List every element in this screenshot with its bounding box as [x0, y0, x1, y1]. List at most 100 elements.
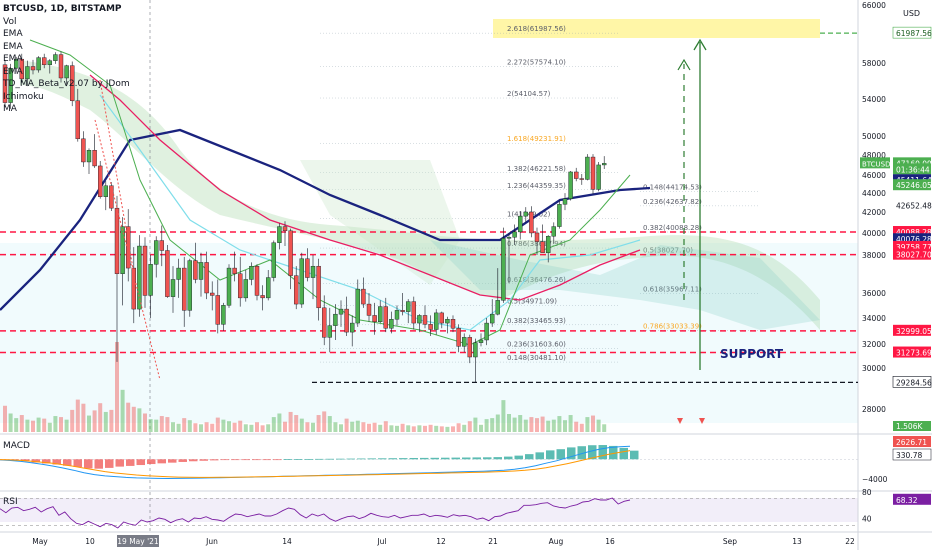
candle-body [322, 307, 327, 338]
indicator-ema-2[interactable]: EMA [3, 41, 23, 52]
time-tick: Aug [549, 537, 564, 546]
fib-label: 0.618(36476.26) [507, 276, 566, 284]
ema-50-line [89, 74, 641, 301]
candle-body [226, 267, 232, 306]
indicator-ema-1[interactable]: EMA [3, 29, 23, 39]
volume-bar [383, 421, 388, 432]
candle-body [125, 226, 131, 269]
volume-bar [372, 422, 377, 432]
macd-hist-bar [52, 459, 61, 465]
price-label-bg [893, 233, 931, 245]
fib-levels: 2.618(61987.56) 2.272(57574.10) 2(54104.57… [320, 25, 760, 363]
candle-body [467, 337, 472, 358]
volume-bar [31, 420, 35, 432]
volume-bar [299, 418, 304, 432]
macd-hist-bar [241, 459, 250, 461]
time-tick: 22 [845, 537, 855, 546]
indicator-vol[interactable]: Vol [3, 16, 17, 27]
macd-hist-bar [556, 449, 565, 460]
price-label-text: 31273.69 [896, 349, 932, 358]
price-tick: 46000 [862, 171, 886, 180]
volume-bar [535, 418, 539, 432]
volume-bar [400, 423, 405, 432]
candles [2, 51, 607, 383]
volume-bar [445, 426, 450, 432]
volume-bar [14, 418, 19, 432]
candle-body [170, 279, 176, 297]
macd-hist-bar [315, 458, 324, 460]
volume-bar [568, 415, 573, 432]
price-label-text: 32999.05 [896, 327, 932, 336]
cloud-area [300, 160, 460, 285]
candle-body [97, 165, 103, 197]
candle-body [585, 156, 590, 180]
volume-bar [126, 402, 131, 432]
candle-body [204, 262, 209, 294]
volume-bar [42, 418, 47, 432]
price-label-bg [893, 199, 931, 211]
indicator-ma[interactable]: MA [3, 104, 17, 114]
volume-bar [120, 389, 125, 432]
time-tick-highlight [117, 535, 159, 547]
candle-body [215, 295, 221, 325]
volume-bar [87, 415, 91, 432]
volume-label-text: 1.506K [896, 422, 923, 431]
candle-body [42, 57, 47, 65]
volume-bar [109, 409, 114, 432]
macd-hist-bar [325, 458, 334, 460]
macd-hist-bar [294, 459, 303, 460]
candle-body [282, 226, 288, 232]
chart-title: BTCUSD, 1D, BITSTAMP [3, 4, 122, 14]
candle-body [271, 242, 276, 278]
macd-hist-bar [262, 459, 271, 461]
macd-hist-bar [493, 457, 502, 460]
candle-body [81, 138, 86, 163]
candle-body [361, 288, 366, 305]
projection-arrowhead [677, 58, 691, 71]
price-label-text: 40088.28 [896, 228, 932, 237]
candle-body [333, 313, 338, 326]
candle-body [574, 171, 579, 179]
price-tick: 34000 [862, 314, 886, 323]
macd-hist-bar [168, 459, 177, 463]
candle-body [114, 207, 120, 274]
fib-label: 1(41349.02) [507, 211, 551, 219]
macd-hist-bar [126, 459, 135, 466]
indicator-ichimoku[interactable]: Ichimoku [3, 91, 44, 102]
volume-bar [311, 422, 315, 432]
macd-hist-bar [283, 459, 292, 460]
macd-hist-bar [73, 459, 82, 468]
macd-hist-bar [609, 445, 618, 460]
price-tick: 50000 [862, 132, 886, 141]
volume-bar [81, 403, 86, 432]
candle-body [428, 324, 433, 330]
indicator-ema-3[interactable]: EMA [3, 54, 23, 64]
volume-bar [227, 421, 231, 432]
volume-bar [59, 417, 63, 432]
macd-label-bg [892, 448, 932, 461]
candle-body [277, 226, 282, 243]
price-label-text: 38027.70 [896, 251, 932, 260]
volume-bar [243, 424, 248, 432]
volume-bar [507, 414, 511, 432]
candle-body [254, 265, 260, 296]
indicator-td-ma[interactable]: TD_MA_Beta_v2.07 by JDom [3, 79, 130, 89]
volume-bar [495, 414, 500, 432]
candle-body [562, 198, 568, 205]
candle-body [193, 260, 198, 280]
indicator-ema-4[interactable]: EMA [3, 66, 23, 77]
macd-hist-bar [598, 445, 607, 460]
macd-hist-bar [514, 455, 523, 460]
price-tick: 40000 [862, 229, 886, 238]
volume-bar [557, 416, 562, 432]
candle-body [484, 322, 489, 341]
macd-hist-bar [136, 459, 145, 466]
rsi-pane-title: RSI [3, 497, 18, 507]
volume-bar [70, 409, 75, 432]
candle-body [434, 312, 439, 330]
candle-body [148, 264, 153, 296]
volume-bar [344, 418, 349, 432]
macd-hist-bar [619, 447, 628, 460]
volume-bar [529, 417, 534, 432]
